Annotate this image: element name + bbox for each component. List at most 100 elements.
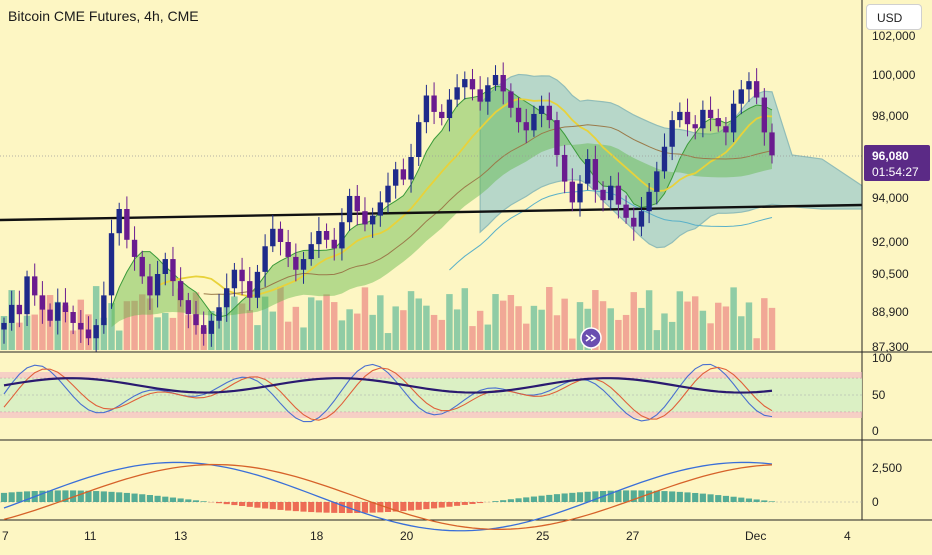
- macd-bar: [170, 498, 176, 502]
- volume-bar: [615, 320, 621, 350]
- macd-bar: [546, 495, 552, 502]
- macd-bar: [193, 500, 199, 502]
- macd-bar: [462, 502, 468, 505]
- macd-bar: [439, 502, 445, 508]
- volume-bar: [354, 314, 360, 350]
- volume-bar: [538, 310, 544, 350]
- osc-tick-label: 100: [872, 351, 892, 365]
- volume-bar: [308, 297, 314, 350]
- volume-bar: [270, 312, 276, 350]
- macd-bar: [661, 491, 667, 502]
- macd-bar: [224, 502, 230, 504]
- macd-bar: [131, 494, 137, 502]
- macd-bar: [108, 492, 114, 502]
- macd-bar: [423, 502, 429, 509]
- volume-bar: [247, 310, 253, 350]
- macd-bar: [707, 494, 713, 502]
- price-tag: 96,080 01:54:27: [864, 145, 930, 181]
- volume-bar: [346, 309, 352, 350]
- volume-bar: [554, 315, 560, 350]
- macd-bar: [247, 502, 253, 507]
- replay-arrows-icon[interactable]: [581, 328, 601, 348]
- volume-bar: [623, 315, 629, 350]
- x-tick-label: 13: [174, 529, 188, 543]
- macd-bar: [300, 502, 306, 512]
- macd-bar: [277, 502, 283, 510]
- volume-bar: [439, 320, 445, 350]
- volume-bar: [415, 298, 421, 350]
- volume-bar: [700, 311, 706, 350]
- macd-bar: [408, 502, 414, 510]
- volume-bar: [715, 303, 721, 350]
- macd-bar: [185, 499, 191, 502]
- chart-title: Bitcoin CME Futures, 4h, CME: [8, 8, 199, 24]
- volume-bar: [546, 287, 552, 350]
- y-tick-label: 98,000: [872, 109, 909, 123]
- macd-bar: [270, 502, 276, 509]
- volume-bar: [170, 318, 176, 350]
- macd-bar: [539, 496, 545, 502]
- volume-bar: [661, 313, 667, 350]
- macd-bar: [1, 493, 7, 502]
- macd-bar: [454, 502, 460, 506]
- x-tick-label: 20: [400, 529, 414, 543]
- macd-bar: [285, 502, 291, 511]
- macd-bar: [124, 493, 130, 502]
- volume-bar: [369, 315, 375, 350]
- volume-bar: [300, 327, 306, 350]
- volume-bar: [400, 310, 406, 350]
- volume-bar: [254, 325, 260, 350]
- volume-bar: [446, 294, 452, 350]
- volume-bar: [523, 324, 529, 350]
- macd-bar: [646, 491, 652, 502]
- x-tick-label: 18: [310, 529, 324, 543]
- volume-bar: [485, 325, 491, 350]
- macd-bar: [669, 491, 675, 502]
- macd-bar: [746, 499, 752, 502]
- macd-bar: [508, 499, 514, 502]
- y-tick-label: 88,900: [872, 305, 909, 319]
- y-tick-label: 90,500: [872, 267, 909, 281]
- macd-tick-label: 2,500: [872, 461, 902, 475]
- macd-bar: [477, 502, 483, 503]
- oscillator-pane: [0, 364, 862, 421]
- macd-bar: [731, 497, 737, 502]
- volume-bar: [454, 309, 460, 350]
- x-tick-label: 4: [844, 529, 851, 543]
- macd-bar: [623, 490, 629, 502]
- volume-bar: [31, 315, 37, 350]
- macd-bar: [93, 491, 99, 502]
- volume-bar: [677, 291, 683, 350]
- x-tick-label: 27: [626, 529, 640, 543]
- macd-bar: [139, 494, 145, 502]
- macd-bar: [569, 493, 575, 502]
- macd-bar: [692, 493, 698, 502]
- volume-bar: [707, 323, 713, 350]
- volume-bar: [469, 326, 475, 350]
- macd-bar: [500, 500, 506, 502]
- macd-bar: [155, 496, 161, 502]
- osc-tick-label: 50: [872, 388, 886, 402]
- volume-bar: [600, 301, 606, 350]
- macd-bar: [162, 497, 168, 502]
- volume-bar: [285, 322, 291, 350]
- macd-bar: [178, 498, 184, 502]
- macd-bar: [715, 495, 721, 502]
- macd-bar: [262, 502, 268, 508]
- macd-bar: [577, 492, 583, 502]
- macd-bar: [231, 502, 237, 505]
- x-tick-label: 25: [536, 529, 550, 543]
- x-tick-label: 7: [2, 529, 9, 543]
- volume-bar: [116, 331, 122, 350]
- y-tick-label: 94,000: [872, 191, 909, 205]
- osc-tick-label: 0: [872, 424, 879, 438]
- macd-bar: [293, 502, 299, 511]
- volume-bar: [462, 288, 468, 350]
- currency-selector[interactable]: USD: [866, 4, 922, 30]
- volume-bar: [692, 296, 698, 350]
- macd-bar: [9, 492, 15, 502]
- volume-bar: [408, 291, 414, 350]
- macd-bar: [431, 502, 437, 508]
